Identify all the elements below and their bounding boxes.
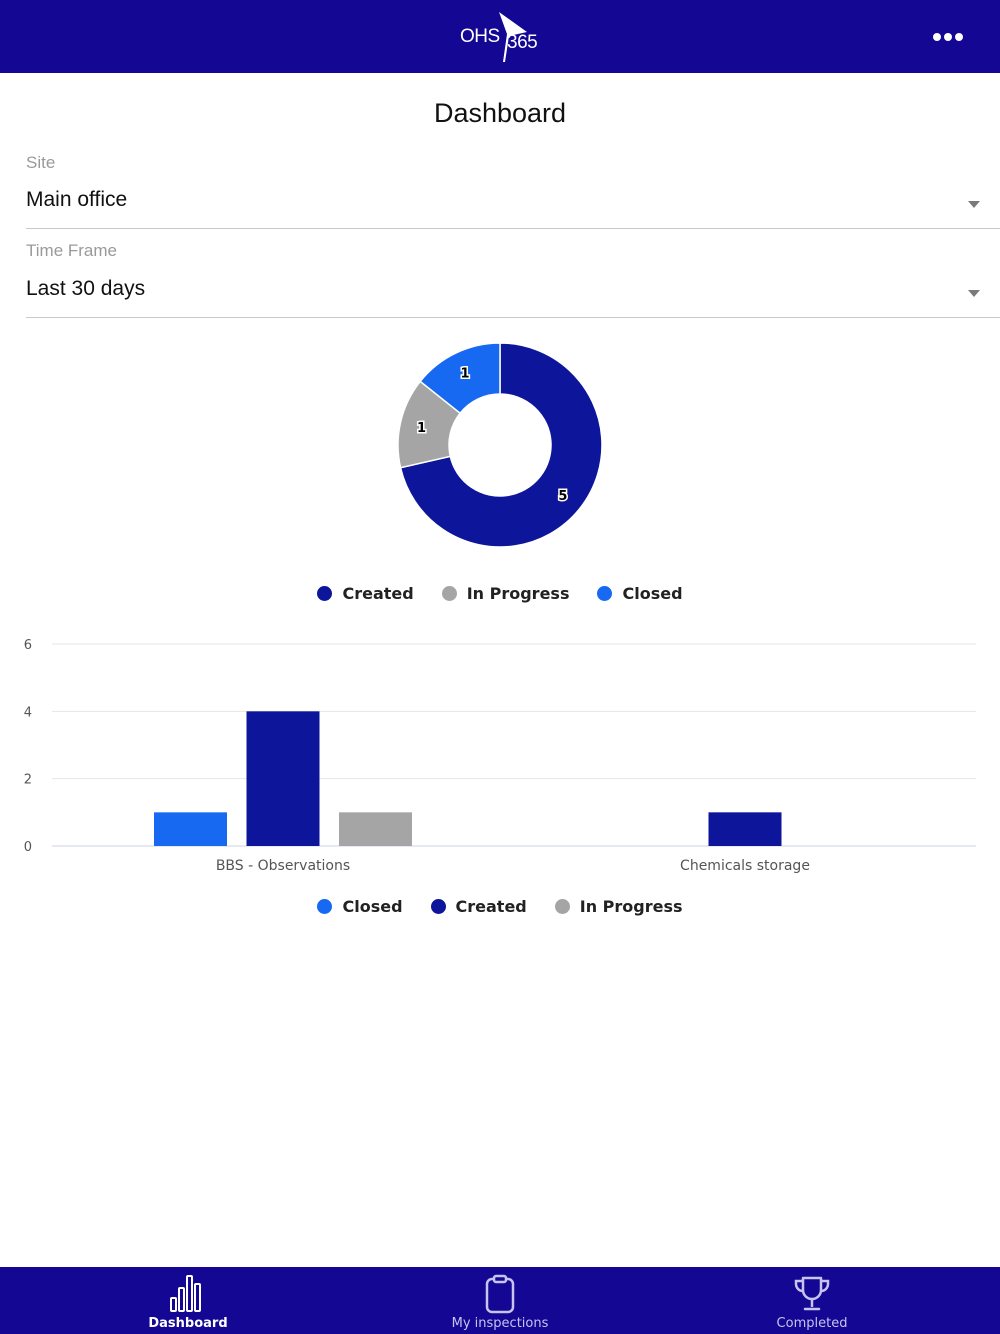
site-select[interactable]: Main office bbox=[26, 188, 1000, 229]
legend-dot-icon bbox=[430, 899, 446, 914]
donut-data-label: 1 bbox=[417, 421, 426, 436]
bar-chart-icon bbox=[170, 1275, 201, 1312]
time-frame-value: Last 30 days bbox=[26, 277, 146, 300]
y-tick-label: 2 bbox=[24, 773, 32, 788]
legend-label: In Progress bbox=[466, 584, 570, 603]
legend-dot-icon bbox=[597, 586, 613, 601]
y-tick-label: 4 bbox=[24, 705, 32, 720]
donut-data-label: 5 bbox=[558, 489, 567, 504]
tab-dashboard[interactable]: Dashboard bbox=[88, 1267, 288, 1334]
legend-item-closed[interactable]: Closed bbox=[317, 897, 403, 916]
logo-flag-icon bbox=[499, 12, 527, 62]
bar-created[interactable] bbox=[246, 711, 320, 846]
tab-completed[interactable]: Completed bbox=[712, 1267, 912, 1334]
bottom-tab-bar: Dashboard My inspections Completed bbox=[0, 1267, 1000, 1334]
legend-label: Created bbox=[342, 584, 414, 603]
donut-data-label: 1 bbox=[461, 366, 470, 381]
legend-dot-icon bbox=[441, 586, 457, 601]
x-tick-label: BBS - Observations bbox=[216, 858, 350, 874]
donut-legend: Created In Progress Closed bbox=[0, 584, 1000, 603]
y-tick-label: 6 bbox=[24, 638, 32, 653]
bar-in-progress[interactable] bbox=[339, 812, 412, 846]
legend-item-in-progress[interactable]: In Progress bbox=[441, 584, 570, 603]
donut-slice-closed[interactable] bbox=[419, 342, 501, 415]
more-horizontal-icon bbox=[933, 33, 941, 41]
bar-legend: Closed Created In Progress bbox=[0, 897, 1000, 916]
more-menu-button[interactable] bbox=[926, 26, 970, 48]
bar-created[interactable] bbox=[708, 812, 782, 846]
donut-slice-created[interactable] bbox=[399, 342, 603, 548]
site-value: Main office bbox=[26, 188, 128, 211]
y-tick-label: 0 bbox=[24, 840, 32, 855]
legend-dot-icon bbox=[554, 899, 570, 914]
bar-closed[interactable] bbox=[154, 812, 227, 846]
more-horizontal-icon-dot bbox=[955, 33, 963, 41]
ohs365-logo: OHS 365 bbox=[455, 8, 545, 66]
clipboard-icon bbox=[485, 1274, 515, 1314]
legend-item-in-progress[interactable]: In Progress bbox=[554, 897, 683, 916]
page-title: Dashboard bbox=[433, 98, 567, 128]
legend-item-created[interactable]: Created bbox=[430, 897, 527, 916]
status-bar-chart: 0 2 4 6 BBS - Observations Chemicals storage bbox=[24, 638, 976, 874]
trophy-icon bbox=[794, 1276, 830, 1311]
tab-label: Dashboard bbox=[148, 1316, 228, 1331]
logo-text-365: 365 bbox=[507, 32, 538, 53]
tab-my-inspections[interactable]: My inspections bbox=[400, 1267, 600, 1334]
more-horizontal-icon-dot bbox=[944, 33, 952, 41]
legend-label: Closed bbox=[622, 584, 683, 603]
tab-label: Completed bbox=[776, 1316, 848, 1331]
time-frame-select[interactable]: Last 30 days bbox=[26, 277, 1000, 318]
status-donut-chart: 5 1 1 bbox=[397, 342, 603, 548]
chevron-down-icon bbox=[968, 290, 980, 297]
site-label: Site bbox=[26, 153, 56, 172]
legend-item-closed[interactable]: Closed bbox=[597, 584, 683, 603]
chevron-down-icon bbox=[968, 201, 980, 208]
legend-label: In Progress bbox=[579, 897, 683, 916]
legend-item-created[interactable]: Created bbox=[317, 584, 414, 603]
legend-dot-icon bbox=[317, 586, 333, 601]
legend-label: Created bbox=[455, 897, 527, 916]
logo-text-ohs: OHS bbox=[460, 26, 500, 47]
tab-label: My inspections bbox=[451, 1316, 549, 1331]
legend-label: Closed bbox=[342, 897, 403, 916]
x-tick-label: Chemicals storage bbox=[680, 858, 810, 874]
legend-dot-icon bbox=[317, 899, 333, 914]
time-frame-label: Time Frame bbox=[26, 241, 117, 260]
top-app-bar: OHS 365 bbox=[0, 0, 1000, 73]
